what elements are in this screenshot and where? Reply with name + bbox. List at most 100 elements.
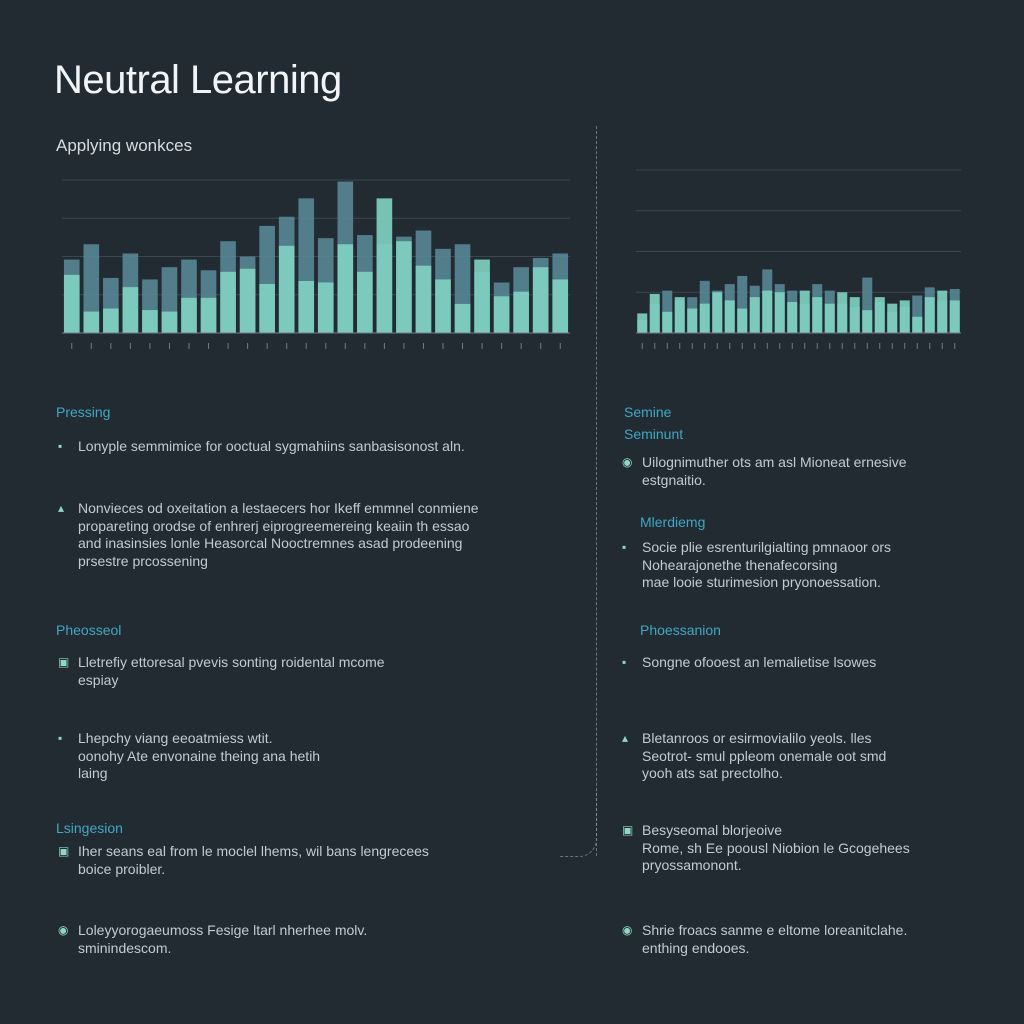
page-subtitle: Applying wonkces xyxy=(56,136,193,155)
item-text: Lhepchy viang eeoatmiess wtit. xyxy=(78,730,273,746)
bullet-icon: ▴ xyxy=(58,501,65,515)
right-chart xyxy=(612,150,967,395)
left-section-heading-3: Lsingesion xyxy=(56,820,123,836)
item-text: Socie plie esrenturilgialting pmnaoor or… xyxy=(642,539,892,555)
bar xyxy=(376,198,393,333)
item-text: mae looie sturimesion pryonoessation. xyxy=(642,574,881,590)
bar xyxy=(161,311,178,333)
right-section-heading-1: Semine xyxy=(624,404,672,420)
item-text: boice proibler. xyxy=(78,860,166,877)
item-text: pryossamonont. xyxy=(642,857,742,873)
bar xyxy=(712,292,723,333)
bar xyxy=(674,297,685,333)
bar xyxy=(737,308,748,333)
bar xyxy=(454,303,471,333)
left-list-item: ◉ Loleyyorogaeumoss Fesige ltarl nherhee… xyxy=(58,922,558,957)
bar xyxy=(83,311,100,333)
bar xyxy=(737,275,748,333)
item-text: sminindescom. xyxy=(78,939,172,956)
page-title: Neutral Learning xyxy=(54,58,342,102)
left-list-item: ▴ Nonvieces od oxeitation a lestaecers h… xyxy=(58,500,558,570)
bar xyxy=(435,279,451,333)
bar xyxy=(912,295,923,333)
bar xyxy=(687,308,698,333)
right-list-item: ▪ Socie plie esrenturilgialting pmnaoor … xyxy=(622,539,1002,592)
circle-icon: ◉ xyxy=(622,455,633,469)
bar xyxy=(142,310,158,333)
bullet-icon: ▴ xyxy=(622,731,629,745)
item-text: laing xyxy=(78,765,108,781)
bar xyxy=(337,244,354,333)
item-text: Rome, sh Ee poousl Niobion le Gcogehees xyxy=(642,839,910,856)
bar xyxy=(799,290,810,333)
bar xyxy=(259,284,275,333)
bar xyxy=(649,293,660,333)
bar xyxy=(899,300,910,333)
bar xyxy=(552,279,569,333)
bar xyxy=(912,316,923,333)
bar xyxy=(762,290,773,333)
item-text: enthing endooes. xyxy=(642,939,750,956)
bar xyxy=(200,297,217,333)
right-chart-svg xyxy=(636,169,961,349)
item-text: Iher seans eal from le moclel lhems, wil… xyxy=(78,843,429,859)
bar xyxy=(122,287,139,333)
item-text: Songne ofooest an lemalietise lsowes xyxy=(642,654,877,670)
bar xyxy=(513,291,529,333)
bar xyxy=(298,280,315,333)
item-text: Loleyyorogaeumoss Fesige ltarl nherhee m… xyxy=(78,922,368,938)
bar xyxy=(862,310,873,333)
item-text: yooh ats sat prectolho. xyxy=(642,765,783,781)
right-list-item: ▪ Songne ofooest an lemalietise lsowes xyxy=(622,654,1002,672)
bar xyxy=(357,271,373,333)
item-text: Lonyple semmimice for ooctual sygmahiins… xyxy=(78,438,465,454)
bar xyxy=(862,277,873,333)
bar xyxy=(220,271,236,333)
left-section-heading-2: Pheosseol xyxy=(56,622,122,638)
bar xyxy=(415,265,432,333)
bar xyxy=(824,303,835,333)
bar xyxy=(774,292,785,333)
item-text: oonohy Ate envonaine theing ana hetih xyxy=(78,747,321,764)
bar xyxy=(103,308,119,333)
bar xyxy=(474,259,490,333)
bar xyxy=(837,292,848,333)
bar xyxy=(662,311,673,333)
item-text: and inasinsies lonle Heasorcal Nooctremn… xyxy=(78,535,463,551)
left-list-item: ▣ Lletrefiy ettoresal pvevis sonting roi… xyxy=(58,654,558,689)
item-text: Nohearajonethe thenafecorsing xyxy=(642,556,838,573)
bullet-icon: ▪ xyxy=(622,655,627,669)
bar xyxy=(887,303,898,333)
left-chart xyxy=(56,150,576,395)
circle-icon: ◉ xyxy=(622,923,633,937)
bar xyxy=(874,297,885,333)
item-text: espiay xyxy=(78,671,119,688)
bar xyxy=(181,297,197,333)
left-list-item: ▪ Lonyple semmimice for ooctual sygmahii… xyxy=(58,438,558,456)
right-list-item: ▣ Besyseomal blorjeoive Rome, sh Ee poou… xyxy=(622,822,1002,875)
bar xyxy=(317,282,334,333)
right-list-item: ◉ Uilognimuther ots am asl Mioneat ernes… xyxy=(622,454,1002,489)
item-text: Besyseomal blorjeoive xyxy=(642,822,783,838)
bar xyxy=(699,303,710,333)
item-text: Nonvieces od oxeitation a lestaecers hor… xyxy=(78,500,479,516)
square-icon: ▣ xyxy=(622,823,634,837)
bar xyxy=(849,297,860,333)
bar xyxy=(532,267,549,333)
right-section-heading-1b: Seminunt xyxy=(624,426,684,442)
column-divider-tail xyxy=(560,790,597,857)
left-chart-svg xyxy=(62,179,570,349)
bar xyxy=(637,313,648,333)
bar xyxy=(396,241,412,333)
item-text: Uilognimuther ots am asl Mioneat ernesiv… xyxy=(642,454,907,470)
item-text: prsestre prcossening xyxy=(78,552,208,569)
bar xyxy=(812,297,823,333)
left-list-item: ▣ Iher seans eal from le moclel lhems, w… xyxy=(58,843,558,878)
bar xyxy=(924,297,935,333)
right-section-heading-3: Phoessanion xyxy=(640,622,721,638)
bar xyxy=(63,274,80,333)
circle-icon: ◉ xyxy=(58,923,69,937)
bar xyxy=(749,297,760,333)
item-text: Lletrefiy ettoresal pvevis sonting roide… xyxy=(78,654,385,670)
bar xyxy=(787,302,798,333)
